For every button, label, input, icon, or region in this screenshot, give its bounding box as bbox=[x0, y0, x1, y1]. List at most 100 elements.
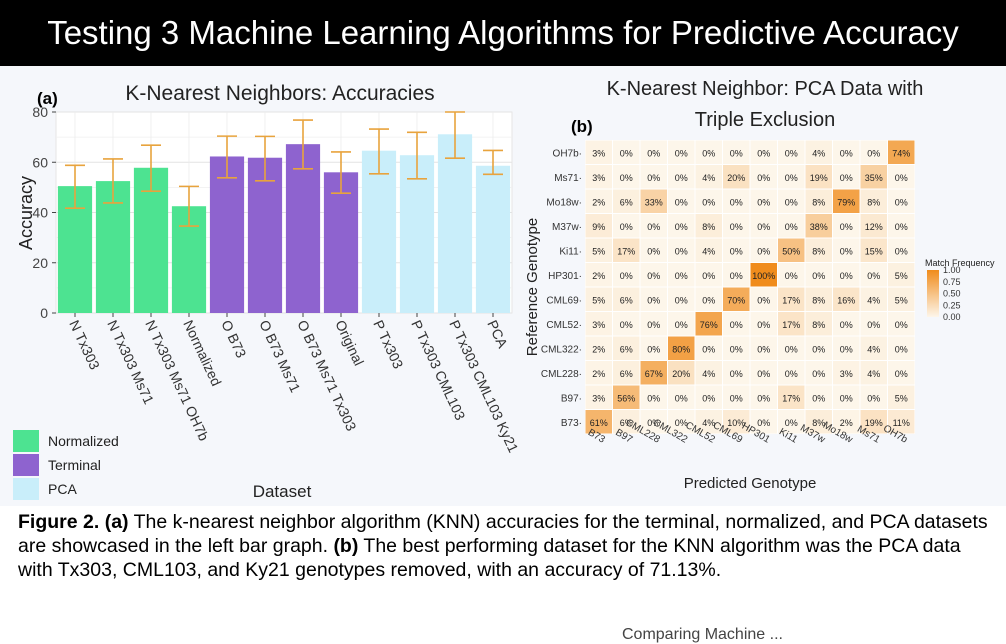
heatmap-y-tick-label: Ms71· bbox=[554, 173, 582, 184]
heatmap-cell-label: 0% bbox=[647, 148, 660, 158]
heatmap-cell-label: 3% bbox=[592, 393, 605, 403]
heatmap-cell bbox=[778, 385, 805, 409]
heatmap-cell-label: 4% bbox=[702, 418, 715, 428]
heatmap-cell-label: 17% bbox=[617, 246, 635, 256]
heatmap-cell bbox=[750, 238, 777, 262]
heatmap-cell-label: 0% bbox=[702, 344, 715, 354]
heatmap-cell-label: 20% bbox=[672, 369, 690, 379]
colorbar-tick-label: 1.00 bbox=[943, 265, 961, 275]
heatmap-cell bbox=[833, 287, 860, 311]
colorbar-tick-label: 0.00 bbox=[943, 312, 961, 322]
heatmap-cell-label: 0% bbox=[785, 344, 798, 354]
heatmap-cell-label: 2% bbox=[592, 344, 605, 354]
heatmap-cell-label: 0% bbox=[757, 197, 770, 207]
heatmap-cell bbox=[585, 214, 612, 238]
heatmap-cell-label: 0% bbox=[675, 271, 688, 281]
heatmap-cell bbox=[695, 410, 722, 434]
heatmap-cell bbox=[585, 189, 612, 213]
heatmap-cell bbox=[833, 263, 860, 287]
heatmap-y-tick-label: CML322· bbox=[541, 344, 582, 355]
footer-fragment: Comparing Machine ... bbox=[622, 626, 783, 643]
y-tick-label: 60 bbox=[32, 154, 48, 170]
x-tick-label: PCA bbox=[484, 318, 511, 351]
heatmap-cell-label: 0% bbox=[840, 173, 853, 183]
heatmap-cell-label: 0% bbox=[730, 320, 743, 330]
heatmap-cell bbox=[833, 165, 860, 189]
heatmap-cell-label: 6% bbox=[620, 344, 633, 354]
heatmap-cell-label: 0% bbox=[675, 393, 688, 403]
heatmap-cell bbox=[750, 361, 777, 385]
heatmap-cell bbox=[668, 287, 695, 311]
heatmap-cell-label: 0% bbox=[757, 148, 770, 158]
heatmap-cell-label: 0% bbox=[785, 222, 798, 232]
heatmap-cell-label: 4% bbox=[702, 246, 715, 256]
heatmap-cell bbox=[585, 165, 612, 189]
heatmap-cell bbox=[695, 238, 722, 262]
caption-text-b: The best performing dataset for the KNN … bbox=[18, 535, 961, 581]
heatmap-cell-label: 0% bbox=[785, 197, 798, 207]
heatmap-cell-label: 0% bbox=[647, 344, 660, 354]
heatmap-cell bbox=[613, 238, 640, 262]
heatmap-cell-label: 0% bbox=[730, 344, 743, 354]
heatmap-cell bbox=[613, 263, 640, 287]
heatmap-y-tick-label: CML228· bbox=[541, 369, 582, 380]
heatmap-cell-label: 67% bbox=[645, 369, 663, 379]
heatmap-cell-label: 0% bbox=[675, 197, 688, 207]
heatmap-cell bbox=[723, 165, 750, 189]
heatmap-cell-label: 0% bbox=[785, 271, 798, 281]
heatmap-cell bbox=[585, 336, 612, 360]
heatmap-cell bbox=[750, 165, 777, 189]
heatmap-cell-label: 6% bbox=[620, 418, 633, 428]
heatmap-cell bbox=[750, 189, 777, 213]
heatmap-cell-label: 0% bbox=[895, 197, 908, 207]
heatmap-cell-label: 0% bbox=[675, 173, 688, 183]
heatmap-cell-label: 0% bbox=[647, 418, 660, 428]
heatmap-cell-label: 0% bbox=[757, 246, 770, 256]
heatmap-cell bbox=[778, 287, 805, 311]
heatmap-cell-label: 0% bbox=[867, 393, 880, 403]
heatmap-cell-label: 17% bbox=[782, 320, 800, 330]
heatmap-cell-label: 8% bbox=[812, 246, 825, 256]
heatmap-cell-label: 0% bbox=[730, 271, 743, 281]
heatmap-chart: 3% 0% 0% 0% 0% 0% 0% 0% 4% 0% 0% 74% OH7b· 3% 0% 0% 0% 4%… bbox=[524, 78, 995, 492]
heatmap-cell-label: 2% bbox=[840, 418, 853, 428]
heatmap-cell bbox=[613, 336, 640, 360]
legend-label: Normalized bbox=[48, 433, 119, 449]
heatmap-cell-label: 74% bbox=[892, 148, 910, 158]
figure-caption: Figure 2. (a) The k-nearest neighbor alg… bbox=[18, 510, 993, 582]
heatmap-cell-label: 33% bbox=[645, 197, 663, 207]
heatmap-cell-label: 3% bbox=[840, 369, 853, 379]
heatmap-cell bbox=[750, 214, 777, 238]
heatmap-cell bbox=[833, 189, 860, 213]
heatmap-cell bbox=[805, 189, 832, 213]
heatmap-cell-label: 4% bbox=[867, 369, 880, 379]
heatmap-cell-label: 19% bbox=[865, 418, 883, 428]
banner-title: Testing 3 Machine Learning Algorithms fo… bbox=[47, 14, 959, 51]
heatmap-cell-label: 16% bbox=[837, 295, 855, 305]
heatmap-cell bbox=[750, 385, 777, 409]
heatmap-cell-label: 0% bbox=[812, 393, 825, 403]
heatmap-cell bbox=[805, 312, 832, 336]
heatmap-cell bbox=[833, 361, 860, 385]
heatmap-cell bbox=[668, 410, 695, 434]
heatmap-cell-label: 0% bbox=[840, 344, 853, 354]
heatmap-cell-label: 50% bbox=[782, 246, 800, 256]
heatmap-cell-label: 0% bbox=[730, 369, 743, 379]
heatmap-cell-label: 4% bbox=[867, 295, 880, 305]
heatmap-cell bbox=[695, 336, 722, 360]
heatmap-cell bbox=[860, 214, 887, 238]
heatmap-cell bbox=[640, 312, 667, 336]
heatmap-cell bbox=[888, 385, 915, 409]
heatmap-cell bbox=[640, 287, 667, 311]
heatmap-y-tick-label: OH7b· bbox=[553, 148, 582, 159]
heatmap-cell-label: 4% bbox=[702, 369, 715, 379]
heatmap-cell bbox=[668, 263, 695, 287]
heatmap-cell-label: 0% bbox=[675, 246, 688, 256]
heatmap-cell-label: 80% bbox=[672, 344, 690, 354]
heatmap-cell-label: 0% bbox=[757, 418, 770, 428]
heatmap-cell-label: 17% bbox=[782, 393, 800, 403]
heatmap-cell bbox=[613, 287, 640, 311]
heatmap-cell-label: 35% bbox=[865, 173, 883, 183]
heatmap-cell bbox=[805, 165, 832, 189]
heatmap-cell bbox=[723, 361, 750, 385]
